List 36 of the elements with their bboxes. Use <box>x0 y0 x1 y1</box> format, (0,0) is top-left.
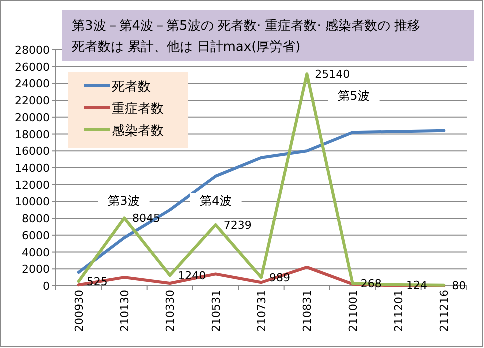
data-label: 25140 <box>315 68 350 82</box>
data-label: 7239 <box>224 218 252 232</box>
y-tick-label: 22000 <box>15 94 50 108</box>
y-tick-label: 8000 <box>22 212 50 226</box>
chart-title: 第3波－第4波－第5波の 死者数· 重症者数· 感染者数の 推移 <box>72 19 421 34</box>
annotation: 第4波 <box>200 194 232 208</box>
y-tick-label: 18000 <box>15 128 50 142</box>
x-tick-label: 210130 <box>118 290 132 332</box>
x-tick-label: 210731 <box>256 290 268 332</box>
y-tick-label: 12000 <box>15 178 50 192</box>
legend-label: 重症者数 <box>112 102 164 117</box>
y-tick-label: 10000 <box>15 196 50 209</box>
annotation: 第3波 <box>108 194 140 208</box>
legend-label: 死者数 <box>112 80 151 95</box>
chart-subtitle: 死者数は 累計、他は 日計max(厚労省) <box>72 40 301 55</box>
y-tick-label: 4000 <box>22 246 50 260</box>
y-tick-label: 16000 <box>15 145 50 158</box>
y-tick-label: 20000 <box>15 111 50 124</box>
x-tick-label: 210831 <box>301 290 314 332</box>
y-tick-label: 14000 <box>15 162 50 175</box>
x-tick-label: 211216 <box>438 290 452 332</box>
x-tick-label: 211001 <box>346 290 360 332</box>
x-tick-label: 200930 <box>72 290 86 332</box>
y-tick-label: 26000 <box>15 60 50 74</box>
y-tick-label: 6000 <box>22 229 50 242</box>
annotation: 第5波 <box>338 89 370 103</box>
x-tick-label: 211201 <box>392 290 406 332</box>
y-tick-label: 0 <box>43 280 50 293</box>
legend-label: 感染者数 <box>112 124 164 139</box>
y-tick-label: 24000 <box>15 78 50 91</box>
x-tick-label: 210531 <box>210 290 223 332</box>
data-label: 80 <box>452 279 466 292</box>
x-tick-label: 210330 <box>164 290 178 332</box>
y-tick-label: 2000 <box>22 263 50 276</box>
y-tick-label: 28000 <box>15 44 50 57</box>
data-label: 525 <box>86 276 108 289</box>
